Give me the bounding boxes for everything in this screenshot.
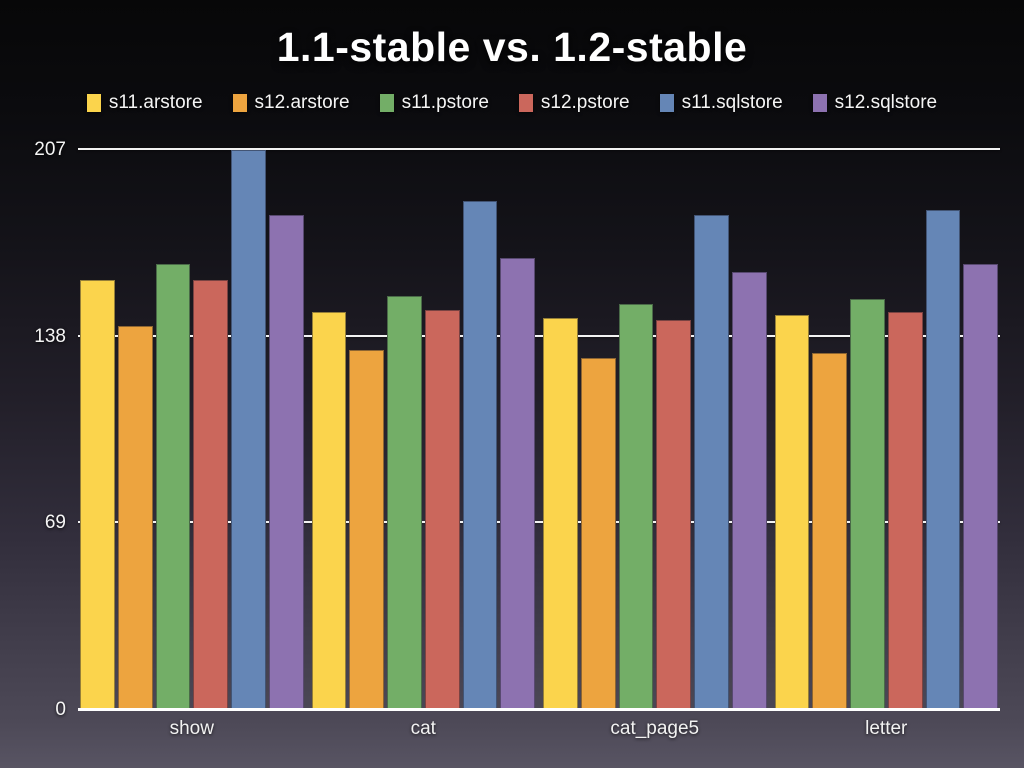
bar-s12.arstore-letter <box>812 352 847 710</box>
x-axis-line <box>78 708 1000 711</box>
y-axis: 0 69 138 207 <box>0 139 66 720</box>
legend-item-s11.pstore: s11.pstore <box>379 92 489 114</box>
legend-swatch-icon <box>518 94 533 112</box>
legend: s11.arstore s12.arstore s11.pstore s12.psto… <box>0 92 1024 114</box>
bar-s12.arstore-cat <box>349 350 384 710</box>
bar-s11.sqlstore-cat_page5 <box>694 214 729 710</box>
legend-swatch-icon <box>232 94 247 112</box>
bar-s11.arstore-cat <box>311 312 347 710</box>
bar-s12.pstore-cat <box>424 309 460 710</box>
bar-s11.pstore-cat_page5 <box>618 304 654 710</box>
bar-s11.pstore-show <box>155 263 191 710</box>
y-axis-label: 0 <box>55 699 66 720</box>
gridline-138 <box>78 334 1000 337</box>
bar-s11.pstore-cat <box>387 296 422 710</box>
chart-title: 1.1-stable vs. 1.2-stable <box>276 24 748 70</box>
bar-s11.arstore-cat_page5 <box>543 317 578 710</box>
bar-s12.pstore-show <box>193 279 228 710</box>
gridline-69 <box>78 521 1000 524</box>
bar-s12.pstore-cat_page5 <box>656 320 691 710</box>
bar-s12.sqlstore-cat_page5 <box>731 271 767 710</box>
bar-group-cat <box>311 150 535 710</box>
y-axis-label: 69 <box>44 512 66 534</box>
y-axis-label: 207 <box>34 139 66 160</box>
legend-item-s12.sqlstore: s12.sqlstore <box>812 92 938 114</box>
x-axis-labels: show cat cat_page5 letter <box>80 718 998 740</box>
legend-swatch-icon <box>86 94 101 112</box>
bar-group-cat_page5 <box>543 150 767 710</box>
legend-item-s11.sqlstore: s11.sqlstore <box>659 92 783 114</box>
legend-label: s12.arstore <box>254 92 350 113</box>
bar-group-letter <box>774 150 998 710</box>
gridline-207 <box>78 148 1000 150</box>
bar-s12.pstore-letter <box>887 312 923 710</box>
legend-swatch-icon <box>659 94 674 112</box>
bar-s12.sqlstore-cat <box>500 258 535 710</box>
legend-label: s11.arstore <box>108 92 203 113</box>
bar-s11.arstore-show <box>80 279 115 710</box>
bar-s11.sqlstore-show <box>231 150 266 710</box>
legend-item-s11.arstore: s11.arstore <box>86 92 203 114</box>
legend-label: s12.sqlstore <box>834 92 938 113</box>
legend-label: s11.sqlstore <box>681 92 783 113</box>
x-axis-label-letter: letter <box>865 718 908 739</box>
bar-s12.arstore-cat_page5 <box>580 358 616 710</box>
bar-s12.arstore-show <box>117 325 153 710</box>
x-axis-label-cat: cat <box>410 718 436 739</box>
bar-group-show <box>80 150 304 710</box>
plot-area <box>78 148 1000 711</box>
bar-s11.sqlstore-letter <box>925 209 961 710</box>
bar-s12.sqlstore-show <box>268 214 304 710</box>
y-axis-label: 138 <box>34 325 66 347</box>
legend-label: s12.pstore <box>540 92 630 113</box>
legend-item-s12.arstore: s12.arstore <box>232 92 350 114</box>
bar-groups <box>80 150 998 710</box>
bar-s11.sqlstore-cat <box>462 201 498 710</box>
bar-s11.arstore-letter <box>774 315 810 710</box>
legend-swatch-icon <box>379 94 394 112</box>
x-axis-label-show: show <box>169 718 214 739</box>
legend-item-s12.pstore: s12.pstore <box>518 92 630 114</box>
legend-label: s11.pstore <box>401 92 489 113</box>
bar-s12.sqlstore-letter <box>963 263 998 710</box>
legend-swatch-icon <box>812 94 827 112</box>
x-axis-label-cat_page5: cat_page5 <box>610 718 700 739</box>
bar-s11.pstore-letter <box>850 298 885 710</box>
